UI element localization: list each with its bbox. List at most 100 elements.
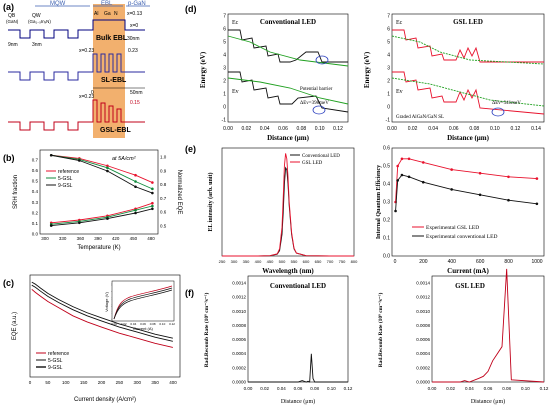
ev-band-left: [228, 71, 349, 113]
panel-label-a: (a): [3, 2, 14, 12]
c-inset-x-tick-2: 0.04: [130, 322, 136, 326]
b-x-tick-3: 390: [94, 236, 102, 241]
e-right-y-tick-3: 0.3: [383, 200, 390, 206]
d-left-y-tick-2: 1: [223, 92, 226, 98]
c-x-tick-7: 350: [151, 380, 159, 385]
b-point-1-3: [134, 180, 137, 183]
axis-tick-50nm: 50nm: [130, 90, 143, 96]
b-point-2-0: [49, 153, 53, 157]
ev-band-right: [392, 71, 545, 115]
label-x013: x=0.13: [127, 11, 142, 17]
ylabel-right-b: Normalized EQE: [176, 170, 182, 215]
legend-label-reference: reference: [58, 169, 79, 175]
title-d-left: Conventional LED: [260, 18, 316, 26]
e-right-point-0-3: [407, 157, 411, 161]
c-inset-x-tick-1: 0.02: [121, 322, 127, 326]
b-x-tick-5: 450: [130, 236, 138, 241]
e-left-x-tick-1: 300: [231, 259, 238, 264]
c-x-tick-0: 0: [29, 380, 32, 385]
f-right-x-tick-4: 0.08: [502, 386, 511, 391]
label-x0: x=0: [130, 23, 138, 29]
e-left-x-tick-0: 250: [219, 259, 226, 264]
b-point-5-4: [151, 207, 154, 211]
f-left-x-tick-5: 0.10: [327, 386, 336, 391]
series-group-b: [49, 153, 154, 227]
axis-tick-0: 0: [91, 90, 94, 96]
f-right-x-tick-1: 0.02: [446, 386, 455, 391]
b-point-1-2: [106, 166, 109, 170]
plot-frame-f-left: [247, 275, 349, 383]
legend-label-5gsl-c: 5-GSL: [48, 358, 63, 364]
c-x-tick-5: 250: [116, 380, 124, 385]
e-left-x-tick-4: 450: [267, 259, 274, 264]
legend-label-5gsl: 5-GSL: [58, 176, 73, 182]
f-right-x-tick-0: 0.00: [428, 386, 437, 391]
d-right-y-tick-8: 7: [387, 14, 390, 20]
barrier-circle: [315, 55, 329, 65]
title-d-right: GSL LED: [453, 18, 483, 26]
f-left-x-tick-0: 0.00: [244, 386, 253, 391]
e-left-x-tick-3: 400: [255, 259, 262, 264]
title-f-right: GSL LED: [455, 282, 485, 290]
series-group-e-right: [394, 157, 539, 213]
e-right-point-0-2: [400, 157, 404, 161]
d-right-y-tick-4: 3: [387, 66, 390, 72]
title-f-left: Conventional LED: [270, 282, 326, 290]
ylabel-e-right: Internal Quantum Efficiency: [376, 165, 382, 239]
c-inset-x-tick-5: 0.10: [159, 322, 165, 326]
b-yl-tick-0: 0.0: [32, 232, 39, 237]
panel-label-f: (f): [185, 288, 194, 298]
e-right-point-0-1: [396, 164, 399, 168]
c-inset-x-tick-3: 0.06: [140, 322, 146, 326]
d-left-y-tick-3: 2: [223, 79, 226, 85]
e-left-x-tick-11: 800: [351, 259, 358, 264]
d-right-y-tick-1: 0: [387, 105, 390, 111]
b-yr-tick-0: 0.5: [160, 224, 167, 229]
e-right-point-1-7: [507, 198, 510, 202]
e-right-point-1-3: [407, 175, 411, 179]
f-right-x-tick-2: 0.04: [465, 386, 474, 391]
d-left-x-tick-3: 0.06: [278, 126, 288, 132]
e-right-point-1-2: [400, 173, 404, 177]
ticks-group-f-left: 0.00 0.02 0.04 0.06 0.08 0.10 0.12 0.0000 0.0002…: [232, 281, 353, 392]
c-series-0: [31, 288, 173, 348]
e-right-point-1-4: [421, 180, 425, 184]
c-x-tick-3: 150: [80, 380, 88, 385]
xlabel-c: Current density (A/cm²): [74, 397, 136, 403]
sl-ebl-profile: [8, 53, 145, 81]
label-sl-ebl: SL-EBL: [101, 77, 127, 84]
e-left-x-tick-6: 550: [291, 259, 298, 264]
e-right-y-tick-1: 0.1: [383, 236, 390, 242]
c-x-tick-4: 200: [98, 380, 106, 385]
b-point-0-2: [106, 164, 109, 168]
legend-label-conv-e: Conventional LED: [302, 154, 340, 159]
b-point-4-3: [134, 208, 137, 212]
c-x-tick-6: 300: [133, 380, 141, 385]
ec-band-right: [392, 29, 544, 63]
c-inset-x-tick-6: 0.12: [169, 322, 175, 326]
xlabel-d-left: Distance (μm): [267, 134, 310, 142]
label-mqw: MQW: [50, 1, 66, 7]
b-point-2-3: [134, 185, 137, 189]
d-right-y-tick-3: 2: [387, 79, 390, 85]
d-right-x-tick-4: 0.08: [469, 126, 479, 132]
inset-xlabel: Current (A): [133, 326, 153, 331]
b-x-tick-1: 330: [59, 236, 67, 241]
b-yl-tick-4: 0.4: [32, 189, 39, 194]
ylabel-left-b: SRH fraction: [13, 175, 19, 209]
ylabel-d-left: Energy (eV): [199, 51, 207, 88]
d-right-x-tick-3: 0.06: [449, 126, 459, 132]
legend-e-right: Experimental GSL LED Experimental conven…: [412, 225, 498, 240]
legend-b: reference 5-GSL 9-GSL: [46, 169, 79, 189]
ylabel-d-right: Energy (eV): [363, 51, 371, 88]
e-right-x-tick-1: 200: [419, 259, 428, 265]
b-x-tick-6: 480: [147, 236, 155, 241]
label-ebl-material-n: N: [114, 11, 118, 17]
ticks-group-f-right: 0.00 0.02 0.04 0.06 0.08 0.10 0.12 0.0000 0.0002…: [416, 281, 549, 392]
b-yl-tick-1: 0.1: [32, 221, 39, 226]
d-right-x-tick-7: 0.14: [531, 126, 541, 132]
e-left-x-tick-5: 500: [279, 259, 286, 264]
d-left-y-tick-8: 7: [223, 14, 226, 20]
series-group-f-right: [432, 268, 545, 383]
f-right-x-tick-3: 0.06: [484, 386, 493, 391]
